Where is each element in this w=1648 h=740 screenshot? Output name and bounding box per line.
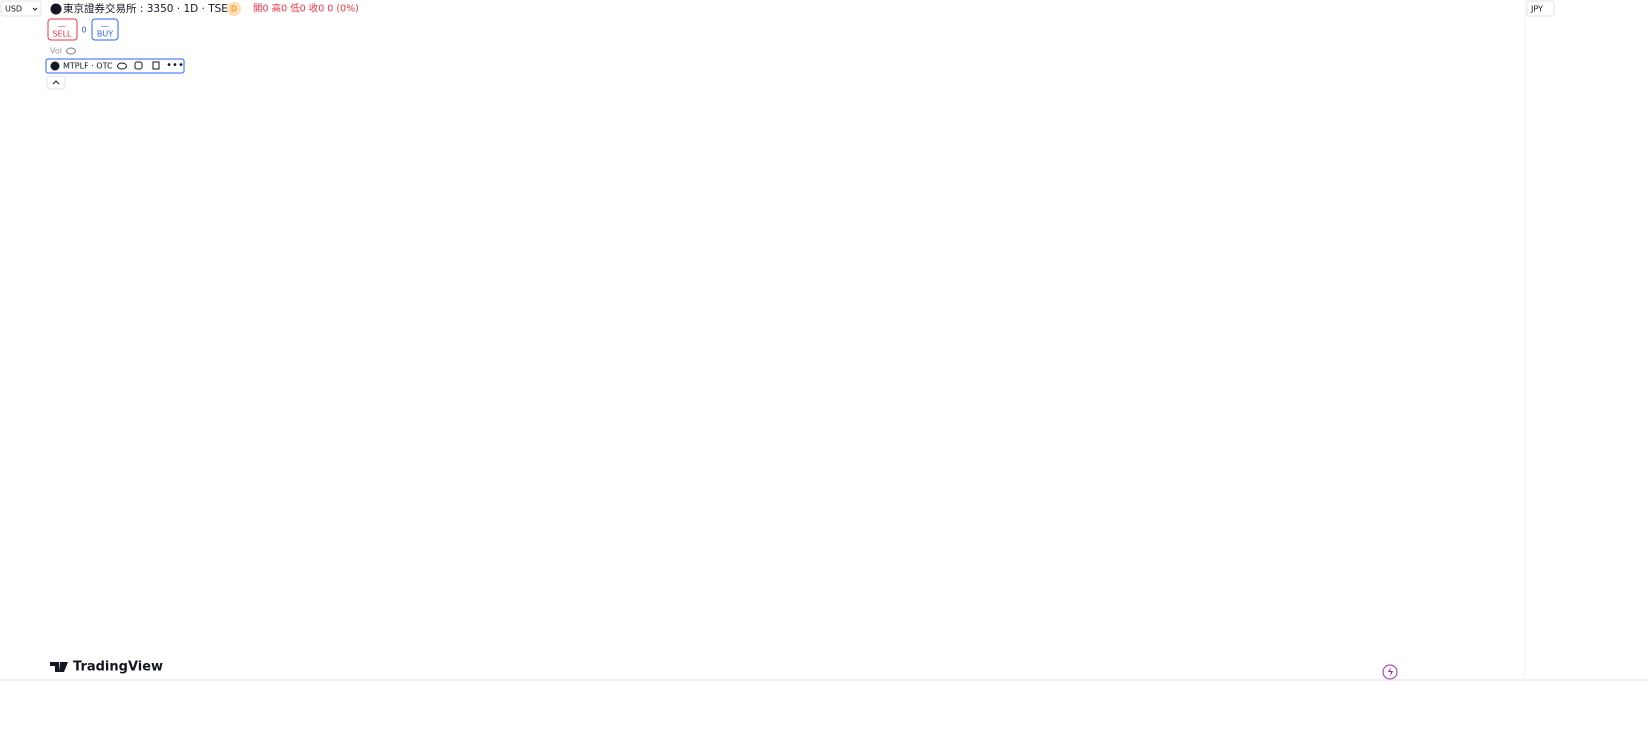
symbol-icon: [50, 3, 62, 15]
alert-icon[interactable]: [1382, 664, 1398, 680]
sell-label: SELL: [52, 30, 72, 39]
symbol-title: 東京證券交易所 : 3350 · 1D · TSE: [63, 2, 228, 15]
eye-icon[interactable]: [66, 47, 76, 55]
toolbar: USD 東京證券交易所 : 3350 · 1D · TSE D 開0 高0 低0…: [0, 0, 1555, 90]
volume-label: Vol: [50, 47, 62, 56]
buy-label: BUY: [97, 30, 113, 39]
currency-button[interactable]: [0, 0, 42, 17]
collapse-icon: [52, 80, 60, 85]
caret: [32, 7, 38, 11]
spread: 0: [81, 26, 86, 35]
overlay-symbol: MTPLF · OTC: [63, 62, 113, 71]
currency: USD: [5, 5, 22, 14]
ohlc: 開0 高0 低0 收0 0 (0%): [253, 3, 359, 15]
sell-button[interactable]: [47, 18, 78, 41]
overlay-delete[interactable]: [152, 61, 160, 70]
buy-button[interactable]: [91, 18, 119, 41]
sell-price: —: [58, 22, 66, 31]
buy-price: —: [101, 22, 109, 31]
badge-bg: [227, 2, 241, 16]
badge: D: [231, 5, 237, 14]
overlay-more[interactable]: •••: [166, 60, 184, 71]
overlay-settings[interactable]: [134, 61, 143, 70]
alert-bolt: [1388, 667, 1393, 677]
logo-text: TradingView: [73, 660, 163, 675]
overlay-legend[interactable]: [45, 58, 185, 74]
overlay-eye[interactable]: [117, 62, 127, 70]
collapse-button[interactable]: [46, 75, 66, 90]
right-currency-button[interactable]: [1526, 0, 1555, 17]
right-currency: JPY: [1530, 5, 1543, 14]
logo: TradingView: [50, 660, 163, 675]
overlay-icon: [50, 61, 60, 71]
logo-mark: [50, 662, 68, 672]
